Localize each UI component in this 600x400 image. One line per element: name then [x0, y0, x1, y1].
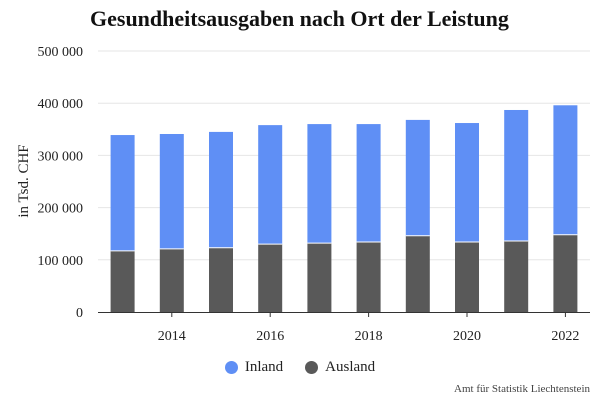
source-credit: Amt für Statistik Liechtenstein	[454, 383, 590, 395]
x-tick-label: 2020	[453, 329, 481, 344]
legend: Inland Ausland	[0, 359, 600, 376]
bar-ausland	[307, 243, 332, 312]
bar-ausland	[356, 242, 381, 312]
bar-inland	[307, 124, 332, 244]
bar-inland	[504, 109, 529, 242]
legend-label-ausland: Ausland	[325, 359, 376, 375]
bar-inland	[258, 125, 283, 245]
y-tick-label: 200 000	[38, 202, 84, 217]
bar-inland	[553, 105, 578, 235]
bar-inland	[159, 133, 184, 249]
x-tick-label: 2022	[551, 329, 579, 344]
bar-inland	[405, 119, 430, 236]
bars	[110, 105, 578, 312]
bar-inland	[455, 123, 479, 243]
y-tick-label: 100 000	[38, 254, 84, 269]
legend-marker-ausland	[305, 361, 319, 374]
axes: 0 100 000 200 000 300 000 400 000 500 000 2014…	[38, 45, 590, 344]
x-tick-label: 2018	[355, 329, 383, 344]
bar-ausland	[258, 244, 283, 312]
y-tick-label: 400 000	[38, 97, 84, 112]
bar-ausland	[159, 248, 184, 312]
bar-ausland	[405, 235, 430, 312]
bar-ausland	[110, 250, 135, 312]
bar-ausland	[504, 241, 529, 312]
bar-inland	[209, 131, 233, 248]
y-tick-label: 500 000	[38, 45, 84, 60]
legend-label-inland: Inland	[244, 359, 284, 375]
bar-ausland	[553, 234, 578, 312]
x-tick-label: 2016	[256, 329, 284, 344]
bar-ausland	[455, 242, 479, 312]
y-axis-title: in Tsd. CHF	[16, 144, 32, 217]
y-tick-label: 0	[76, 306, 83, 321]
legend-item-inland[interactable]: Inland	[224, 359, 284, 376]
chart-title: Gesundheitsausgaben nach Ort der Leistun…	[90, 6, 509, 31]
bar-ausland	[209, 247, 233, 312]
bar-inland	[110, 135, 135, 251]
y-tick-label: 300 000	[38, 149, 84, 164]
bar-inland	[356, 124, 381, 243]
legend-item-ausland[interactable]: Ausland	[305, 359, 375, 376]
legend-marker-inland	[224, 361, 238, 374]
x-tick-label: 2014	[158, 329, 186, 344]
